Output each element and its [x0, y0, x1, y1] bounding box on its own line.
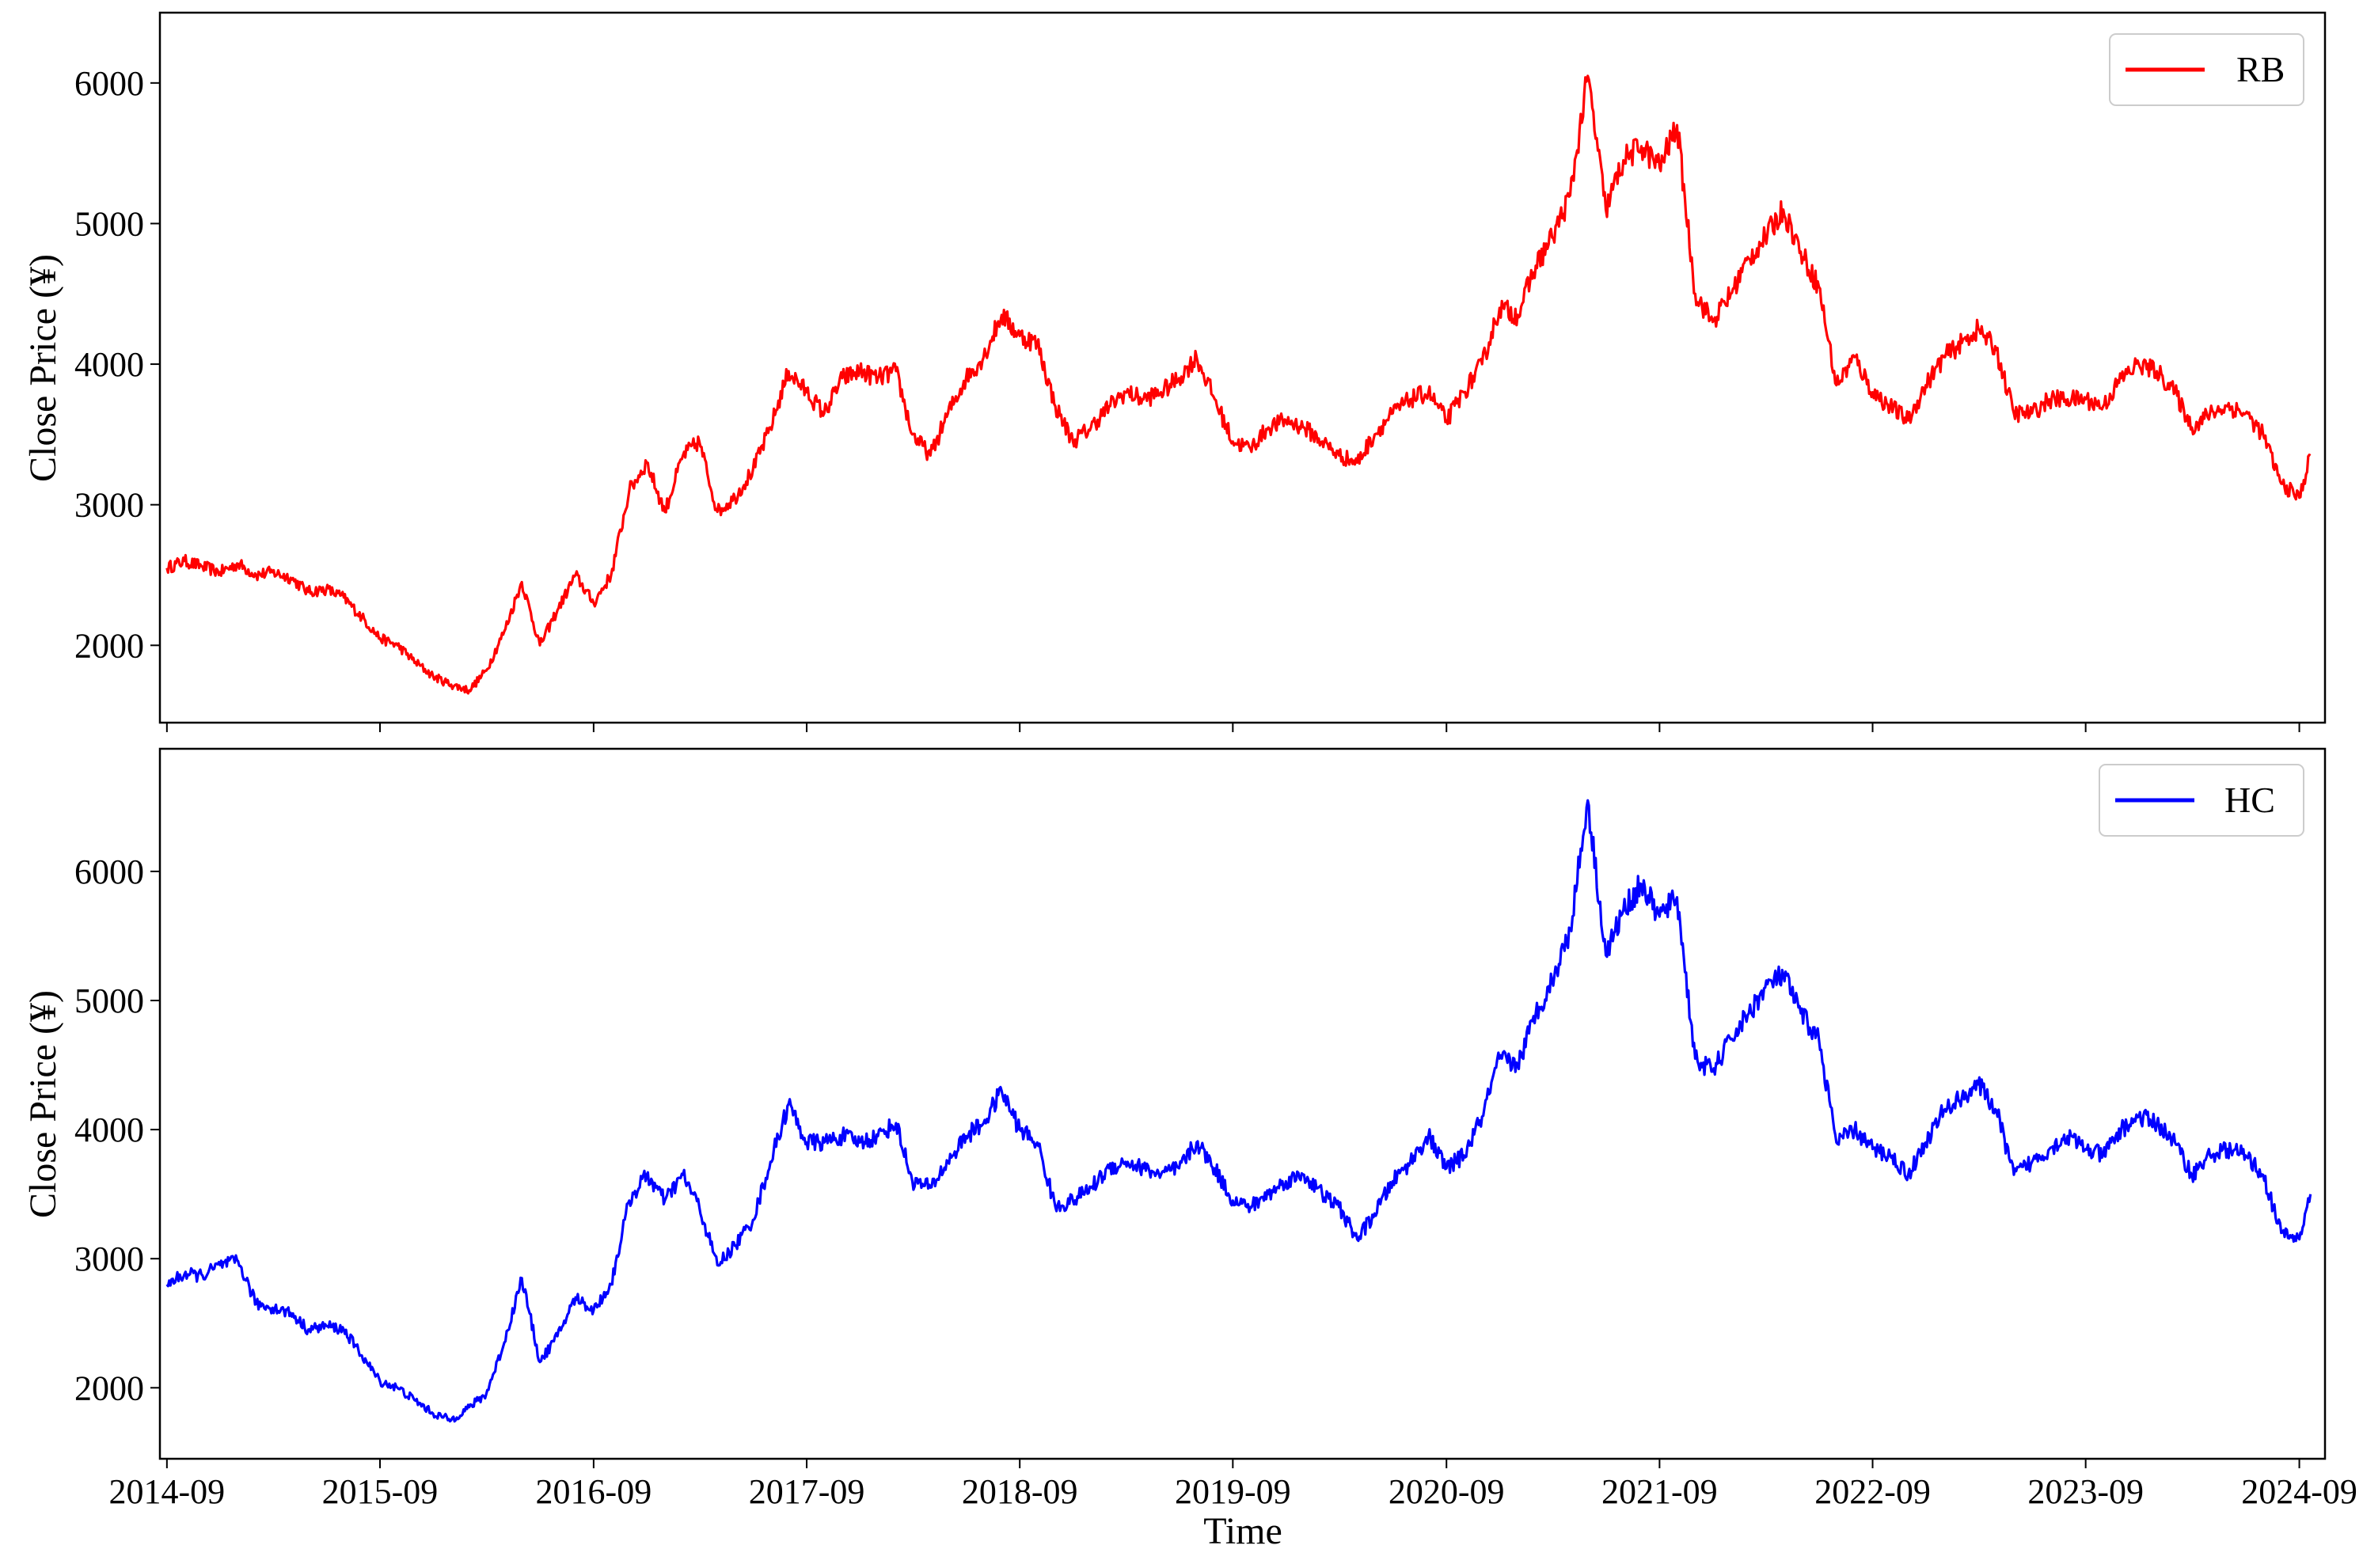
rb-series-line: [165, 74, 2312, 695]
rb-legend-label: RB: [2236, 49, 2285, 89]
hc-y-axis-label: Close Price (¥): [22, 990, 64, 1218]
hc-ticks: 2000 3000 4000 5000 6000 2014-09 2015-09 2016-0…: [74, 852, 2357, 1511]
x-axis-label: Time: [1203, 1510, 1282, 1552]
y-tick-label: 4000: [74, 345, 144, 384]
y-tick-label: 3000: [74, 486, 144, 525]
hc-legend-label: HC: [2224, 780, 2275, 820]
y-tick-label: 5000: [74, 981, 144, 1020]
hc-legend-box: [2099, 764, 2304, 837]
y-tick-label: 5000: [74, 204, 144, 243]
y-tick-label: 2000: [74, 626, 144, 665]
rb-legend: RB: [2109, 33, 2304, 106]
hc-plot-frame: [158, 747, 2327, 1460]
x-tick-label: 2020-09: [1389, 1472, 1505, 1511]
x-tick-label: 2022-09: [1814, 1472, 1931, 1511]
y-tick-label: 6000: [74, 852, 144, 891]
rb-price-panel: 2000 3000 4000 5000 6000 Close Price (¥) RB: [22, 11, 2327, 732]
x-tick-label: 2016-09: [536, 1472, 652, 1511]
hc-price-panel: 2000 3000 4000 5000 6000 2014-09 2015-09 2016-0…: [22, 747, 2357, 1552]
x-tick-label: 2014-09: [109, 1472, 226, 1511]
hc-legend: HC: [2099, 764, 2304, 837]
y-tick-label: 6000: [74, 64, 144, 103]
x-tick-label: 2017-09: [749, 1472, 865, 1511]
hc-series-group: [165, 799, 2312, 1423]
hc-series-line: [165, 799, 2312, 1423]
y-tick-label: 3000: [74, 1240, 144, 1278]
rb-plot-frame: [158, 11, 2327, 724]
y-tick-label: 2000: [74, 1369, 144, 1407]
x-tick-label: 2019-09: [1175, 1472, 1291, 1511]
rb-y-axis-label: Close Price (¥): [22, 254, 64, 482]
x-tick-label: 2023-09: [2027, 1472, 2144, 1511]
x-tick-label: 2015-09: [322, 1472, 439, 1511]
x-tick-label: 2021-09: [1601, 1472, 1718, 1511]
x-tick-label: 2024-09: [2241, 1472, 2357, 1511]
x-tick-label: 2018-09: [962, 1472, 1078, 1511]
rb-ticks: 2000 3000 4000 5000 6000: [74, 64, 2300, 732]
rb-legend-box: [2109, 33, 2304, 106]
rb-series-group: [165, 74, 2312, 695]
y-tick-label: 4000: [74, 1111, 144, 1149]
